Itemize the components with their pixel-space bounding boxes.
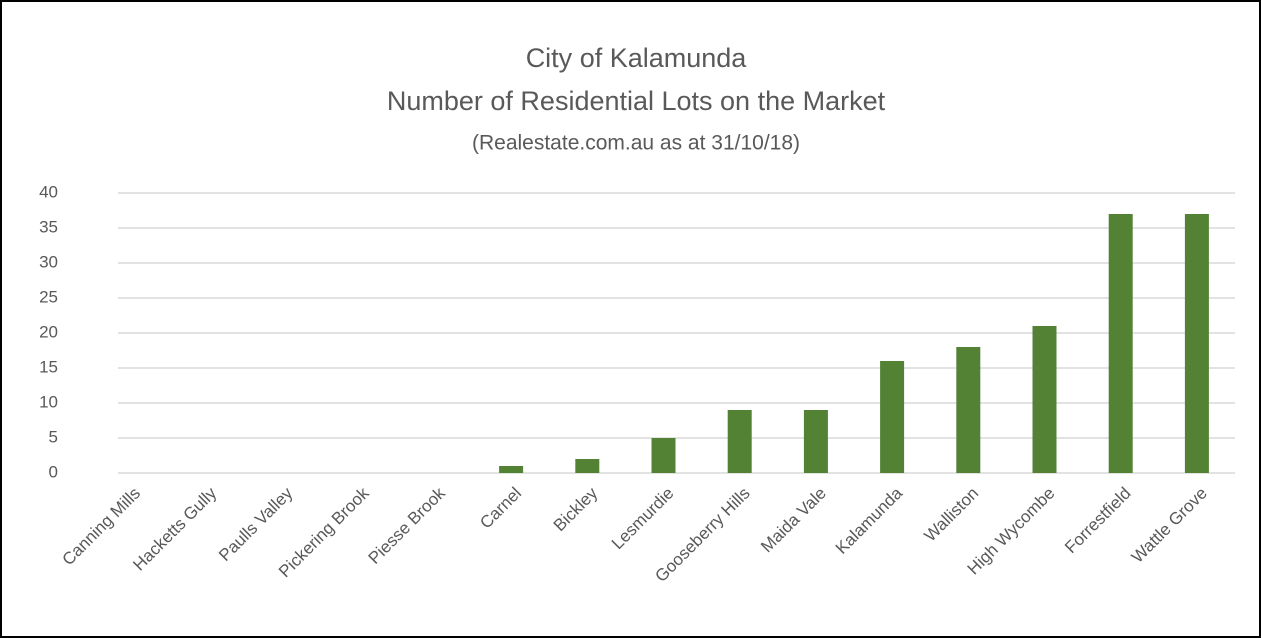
y-tick-label: 35 <box>39 217 58 236</box>
bar <box>880 361 905 473</box>
bar <box>803 410 828 473</box>
y-tick-label: 25 <box>39 287 58 306</box>
bar <box>499 466 524 473</box>
bar <box>727 410 752 473</box>
chart-subtitle: (Realestate.com.au as at 31/10/18) <box>472 132 800 155</box>
bar <box>651 438 676 473</box>
bar <box>1184 214 1209 473</box>
bar <box>575 459 600 473</box>
y-tick-label: 40 <box>39 182 58 201</box>
bar <box>956 347 981 473</box>
y-tick-label: 5 <box>49 427 58 446</box>
chart-title: City of Kalamunda <box>526 43 748 73</box>
y-tick-label: 0 <box>49 462 58 481</box>
y-tick-label: 20 <box>39 322 58 341</box>
y-tick-label: 30 <box>39 252 58 271</box>
chart-title: Number of Residential Lots on the Market <box>387 86 886 116</box>
bar <box>1108 214 1133 473</box>
y-tick-label: 10 <box>39 392 58 411</box>
y-tick-label: 15 <box>39 357 58 376</box>
bar <box>1032 326 1057 473</box>
